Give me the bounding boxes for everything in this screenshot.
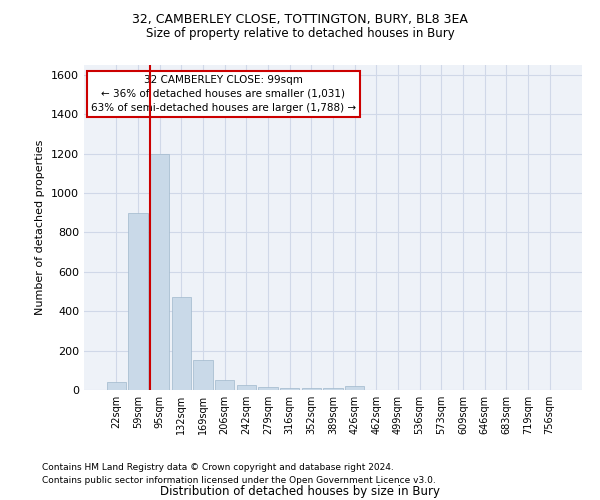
Text: Contains public sector information licensed under the Open Government Licence v3: Contains public sector information licen… [42,476,436,485]
Bar [236,385,256,390]
Bar [345,386,364,390]
Bar [258,387,278,390]
Bar [215,380,235,390]
Text: Contains HM Land Registry data © Crown copyright and database right 2024.: Contains HM Land Registry data © Crown c… [42,464,394,472]
Bar [323,388,343,390]
Bar [193,360,213,390]
Bar [107,382,126,390]
Bar [150,154,169,390]
Bar [302,388,321,390]
Bar [172,298,191,390]
Text: Distribution of detached houses by size in Bury: Distribution of detached houses by size … [160,484,440,498]
Text: 32 CAMBERLEY CLOSE: 99sqm
← 36% of detached houses are smaller (1,031)
63% of se: 32 CAMBERLEY CLOSE: 99sqm ← 36% of detac… [91,74,356,113]
Bar [280,388,299,390]
Bar [128,212,148,390]
Text: Size of property relative to detached houses in Bury: Size of property relative to detached ho… [146,28,454,40]
Text: 32, CAMBERLEY CLOSE, TOTTINGTON, BURY, BL8 3EA: 32, CAMBERLEY CLOSE, TOTTINGTON, BURY, B… [132,12,468,26]
Y-axis label: Number of detached properties: Number of detached properties [35,140,46,315]
